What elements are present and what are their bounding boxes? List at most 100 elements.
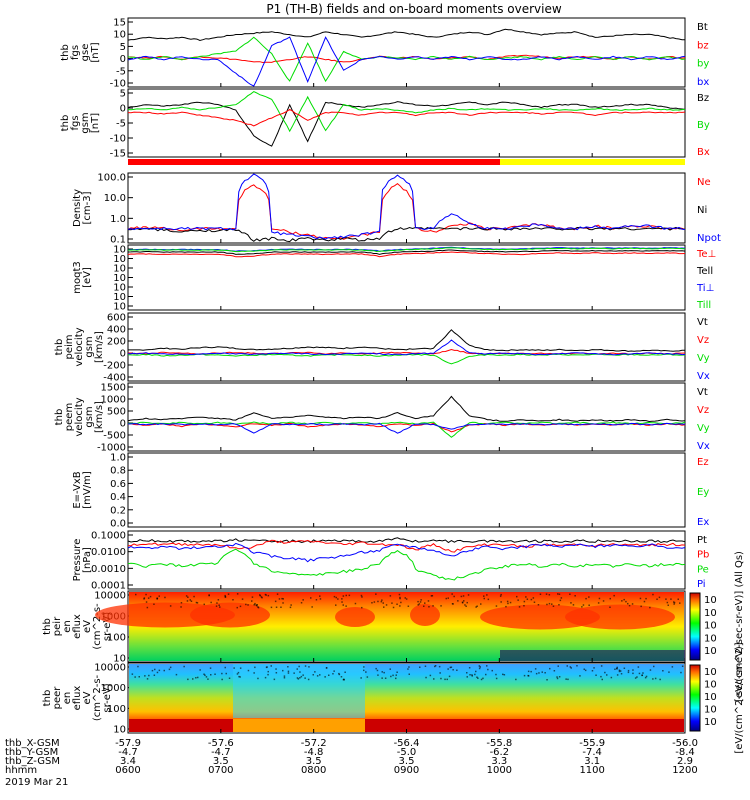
spectrogram-noise-pixel bbox=[239, 676, 241, 678]
spectrogram-noise-pixel bbox=[566, 665, 568, 667]
spectrogram-noise-pixel bbox=[375, 667, 377, 670]
spectrogram-noise-pixel bbox=[154, 668, 156, 671]
spectrogram-noise-pixel bbox=[537, 604, 540, 606]
spectrogram-noise-pixel bbox=[600, 665, 603, 667]
spectrogram-noise-pixel bbox=[440, 605, 442, 607]
panel-frame bbox=[127, 172, 686, 244]
spectrogram-noise-pixel bbox=[408, 666, 410, 668]
colorbar-tick-label: 10 bbox=[704, 667, 717, 678]
colorbar-tick-label: 10 bbox=[704, 717, 717, 728]
colorbar-label: [eV/(cm^2-sec-sr-eV)] bbox=[734, 642, 745, 753]
spectrogram-noise-pixel bbox=[430, 595, 433, 597]
spectrogram-noise-pixel bbox=[476, 605, 478, 607]
spectrogram-noise-pixel bbox=[428, 606, 430, 608]
ephemeris-value: -56.0 bbox=[672, 738, 698, 749]
legend-Bt: Bt bbox=[697, 22, 708, 33]
series-Vx-line bbox=[128, 422, 686, 434]
spectrogram-noise-pixel bbox=[312, 674, 314, 676]
spectrogram-noise-pixel bbox=[391, 602, 393, 604]
spectrogram-noise-pixel bbox=[507, 602, 509, 605]
spectrogram-noise-pixel bbox=[307, 678, 310, 681]
y-axis-label: [nT] bbox=[90, 113, 101, 133]
y-axis-label: thb bbox=[42, 690, 53, 707]
spectrogram-noise-pixel bbox=[224, 666, 226, 669]
spectrogram-noise-pixel bbox=[480, 678, 483, 681]
y-axis-label: [mV/m] bbox=[82, 471, 93, 509]
spectrogram-noise-pixel bbox=[377, 674, 379, 676]
spectrogram-noise-pixel bbox=[548, 594, 551, 596]
y-tick-label: -500 bbox=[103, 431, 126, 442]
legend-Npot: Npot bbox=[697, 233, 721, 244]
spectrogram-noise-pixel bbox=[483, 597, 485, 600]
spectrogram-noise-pixel bbox=[189, 599, 191, 601]
spectrogram-noise-pixel bbox=[282, 669, 284, 672]
spectrogram-noise-pixel bbox=[399, 605, 401, 607]
spectrogram-noise-pixel bbox=[623, 598, 625, 601]
spectrogram-noise-pixel bbox=[399, 596, 401, 599]
spectrogram-noise-pixel bbox=[639, 597, 642, 600]
legend-Vy: Vy bbox=[697, 353, 710, 364]
spectrogram-noise-pixel bbox=[558, 604, 560, 606]
spectrogram-noise-pixel bbox=[604, 671, 606, 674]
spectrogram-noise-pixel bbox=[365, 671, 367, 673]
spectrogram-noise-pixel bbox=[588, 596, 590, 598]
spectrogram-noise-pixel bbox=[314, 671, 316, 673]
panel-frame bbox=[127, 88, 686, 158]
spectrogram-noise-pixel bbox=[371, 602, 373, 604]
spectrogram-noise-pixel bbox=[495, 677, 498, 680]
spectrogram-noise-pixel bbox=[495, 605, 498, 607]
legend-Vt: Vt bbox=[697, 317, 708, 328]
y-tick-label: 600 bbox=[107, 313, 126, 324]
legend-Vz: Vz bbox=[697, 405, 709, 416]
spectrogram-noise-pixel bbox=[236, 606, 238, 609]
spectrogram-noise-pixel bbox=[486, 594, 488, 596]
spectrogram-blob bbox=[410, 604, 440, 626]
spectrogram-noise-pixel bbox=[681, 665, 684, 667]
y-tick-label: 0.0010 bbox=[91, 564, 126, 575]
spectrogram-noise-pixel bbox=[361, 606, 363, 609]
mode-bar-slow bbox=[128, 159, 500, 165]
spectrogram-noise-pixel bbox=[381, 671, 383, 673]
spectrogram-noise-pixel bbox=[644, 676, 647, 679]
spectrogram-noise-pixel bbox=[185, 595, 188, 597]
spectrogram-noise-pixel bbox=[175, 673, 178, 676]
spectrogram-noise-pixel bbox=[570, 602, 572, 604]
spectrogram-noise-pixel bbox=[281, 597, 283, 600]
spectrogram-noise-pixel bbox=[539, 593, 542, 595]
ephemeris-value: 1100 bbox=[579, 765, 604, 776]
spectrogram-noise-pixel bbox=[452, 603, 454, 605]
legend-Ne: Ne bbox=[697, 177, 711, 188]
spectrogram-noise-pixel bbox=[467, 594, 470, 596]
colorbar-tick-label: 10 bbox=[704, 595, 717, 606]
series-bx-line bbox=[127, 36, 686, 87]
spectrogram-noise-pixel bbox=[278, 598, 281, 600]
spectrogram-noise-pixel bbox=[518, 606, 521, 608]
y-tick-label: 10 bbox=[113, 254, 126, 265]
spectrogram-noise-pixel bbox=[341, 601, 343, 603]
panel-peer-spec: 10000 1000 100 10 thb peer en eflux eV (cm^2-s-sr… bbox=[42, 642, 745, 753]
spectrogram-noise-pixel bbox=[559, 599, 562, 602]
legend-Pb: Pb bbox=[697, 550, 709, 561]
series-Te⊥-line bbox=[127, 251, 686, 258]
y-tick-label: 10 bbox=[113, 30, 126, 41]
spectrogram-noise-pixel bbox=[666, 601, 669, 604]
spectrogram-noise-pixel bbox=[280, 606, 282, 608]
spectrogram-noise-pixel bbox=[662, 670, 664, 672]
ephemeris-value: 0700 bbox=[208, 765, 233, 776]
spectrogram-noise-pixel bbox=[319, 595, 321, 597]
spectrogram-noise-pixel bbox=[257, 677, 259, 680]
series-Bz-line bbox=[127, 101, 686, 147]
spectrogram-noise-pixel bbox=[620, 673, 623, 675]
ephemeris-value: -57.6 bbox=[208, 738, 234, 749]
spectrogram-noise-pixel bbox=[377, 600, 379, 603]
y-tick-label: 1500 bbox=[101, 383, 126, 394]
spectrogram-noise-pixel bbox=[383, 606, 385, 608]
spectrogram-noise-pixel bbox=[151, 669, 154, 672]
spectrogram-noise-pixel bbox=[276, 593, 279, 595]
spectrogram-noise-pixel bbox=[256, 604, 258, 607]
spectrogram-noise-pixel bbox=[221, 672, 223, 675]
spectrogram-noise-pixel bbox=[466, 672, 468, 674]
